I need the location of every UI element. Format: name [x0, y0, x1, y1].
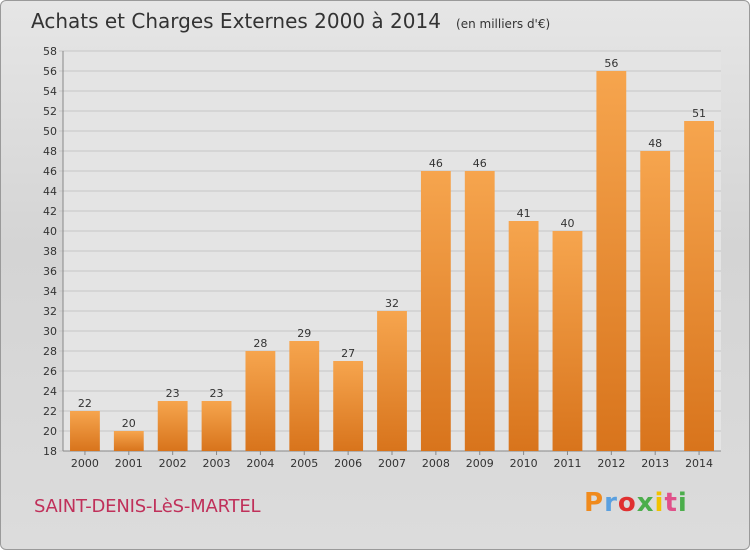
y-tick-label: 52 [43, 105, 57, 118]
y-tick-label: 48 [43, 145, 57, 158]
bar [333, 361, 364, 451]
brand-letter: t [664, 488, 678, 518]
y-tick-label: 56 [43, 65, 57, 78]
data-label: 56 [604, 57, 618, 70]
data-label: 29 [297, 327, 311, 340]
x-tick-label: 2001 [115, 457, 143, 470]
data-label: 46 [429, 157, 443, 170]
y-tick-label: 42 [43, 205, 57, 218]
x-tick-label: 2000 [71, 457, 99, 470]
data-label: 22 [78, 397, 92, 410]
y-tick-label: 36 [43, 265, 57, 278]
brand-logo: Proxiti [584, 488, 688, 518]
y-tick-label: 46 [43, 165, 57, 178]
brand-letter: P [584, 488, 605, 518]
bar [420, 171, 451, 451]
y-tick-label: 34 [43, 285, 57, 298]
data-label: 27 [341, 347, 355, 360]
y-tick-label: 28 [43, 345, 57, 358]
data-label: 40 [560, 217, 574, 230]
x-tick-label: 2013 [641, 457, 669, 470]
x-tick-label: 2014 [685, 457, 713, 470]
title-row: Achats et Charges Externes 2000 à 2014 (… [31, 9, 550, 33]
y-tick-label: 20 [43, 425, 57, 438]
bar [640, 151, 671, 451]
x-tick-label: 2011 [553, 457, 581, 470]
bar [201, 401, 232, 451]
unit-label: (en milliers d'€) [456, 17, 551, 31]
y-tick-label: 30 [43, 325, 57, 338]
bar [684, 121, 714, 451]
y-tick-label: 58 [43, 45, 57, 58]
y-tick-label: 18 [43, 445, 57, 458]
y-tick-label: 24 [43, 385, 57, 398]
data-label: 46 [473, 157, 487, 170]
commune-name: SAINT-DENIS-LèS-MARTEL [34, 496, 261, 517]
data-label: 28 [253, 337, 267, 350]
bar [157, 401, 188, 451]
bar [552, 231, 583, 451]
bar [245, 351, 276, 451]
brand-letter: i [677, 488, 688, 518]
data-label: 32 [385, 297, 399, 310]
x-tick-label: 2010 [510, 457, 538, 470]
brand-letter: i [654, 488, 665, 518]
x-tick-label: 2007 [378, 457, 406, 470]
bar [464, 171, 495, 451]
bar [70, 411, 100, 451]
bar [508, 221, 539, 451]
x-tick-label: 2006 [334, 457, 362, 470]
data-label: 41 [517, 207, 531, 220]
y-tick-label: 26 [43, 365, 57, 378]
data-label: 23 [166, 387, 180, 400]
data-label: 51 [692, 107, 706, 120]
brand-letter: o [617, 488, 637, 518]
y-tick-label: 54 [43, 85, 57, 98]
x-tick-label: 2009 [466, 457, 494, 470]
data-label: 48 [648, 137, 662, 150]
y-tick-label: 40 [43, 225, 57, 238]
x-tick-label: 2002 [159, 457, 187, 470]
bar [113, 431, 144, 451]
bar [596, 71, 627, 451]
y-tick-label: 22 [43, 405, 57, 418]
y-tick-label: 32 [43, 305, 57, 318]
y-tick-label: 50 [43, 125, 57, 138]
brand-letter: x [636, 488, 655, 518]
data-label: 23 [210, 387, 224, 400]
y-tick-label: 38 [43, 245, 57, 258]
bar [289, 341, 320, 451]
x-tick-label: 2008 [422, 457, 450, 470]
x-tick-label: 2005 [290, 457, 318, 470]
y-tick-label: 44 [43, 185, 57, 198]
bar [377, 311, 407, 451]
chart-title: Achats et Charges Externes 2000 à 2014 [31, 9, 441, 33]
x-tick-label: 2003 [203, 457, 231, 470]
data-label: 20 [122, 417, 136, 430]
x-tick-label: 2004 [246, 457, 274, 470]
x-tick-label: 2012 [597, 457, 625, 470]
brand-letter: r [604, 488, 618, 518]
